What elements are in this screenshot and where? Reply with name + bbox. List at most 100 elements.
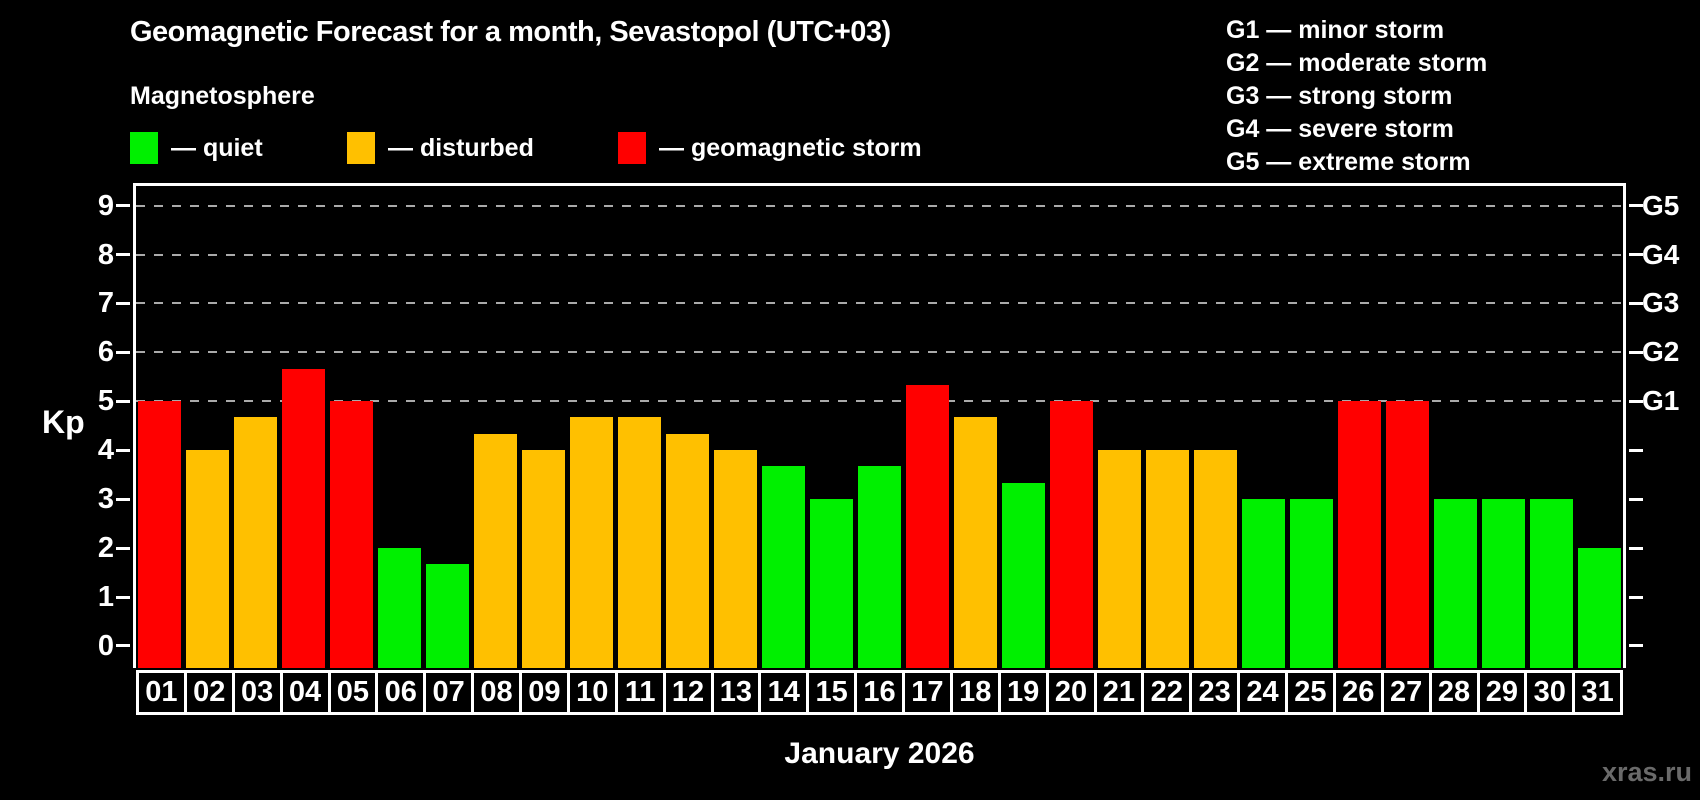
storm-scale-line-g5: G5 — extreme storm xyxy=(1226,148,1471,176)
x-label-day-28: 28 xyxy=(1428,670,1480,715)
storm-scale-line-g2: G2 — moderate storm xyxy=(1226,49,1488,77)
quiet-color-swatch xyxy=(130,132,158,164)
x-label-day-31: 31 xyxy=(1572,670,1624,715)
x-label-day-25: 25 xyxy=(1285,670,1336,715)
bar-day-02 xyxy=(186,450,230,668)
x-label-day-09: 09 xyxy=(519,670,570,715)
x-label-day-15: 15 xyxy=(806,670,858,715)
y-tick-label-6: 6 xyxy=(97,336,114,369)
storm-scale-line-g3: G3 — strong storm xyxy=(1226,82,1453,110)
g-scale-label-g3: G3 xyxy=(1642,287,1680,319)
bar-day-03 xyxy=(234,417,278,668)
bar-day-28 xyxy=(1433,499,1477,668)
x-label-day-20: 20 xyxy=(1045,670,1097,715)
bar-day-17 xyxy=(905,385,949,668)
x-label-day-08: 08 xyxy=(471,670,522,715)
page-title: Geomagnetic Forecast for a month, Sevast… xyxy=(130,16,891,48)
y-tick-label-4: 4 xyxy=(97,434,114,467)
x-label-day-18: 18 xyxy=(949,670,1001,715)
storm-scale-legend: G1 — minor storm G2 — moderate storm G3 — … xyxy=(1226,14,1487,179)
magnetosphere-label: Magnetosphere xyxy=(130,82,315,110)
x-label-day-01: 01 xyxy=(136,670,187,715)
x-label-day-21: 21 xyxy=(1093,670,1145,715)
x-label-day-19: 19 xyxy=(997,670,1049,715)
x-axis-labels-row: 01 02 03 04 05 06 07 08 09 10 11 12 13 14 15 16 17 18 19 20… xyxy=(136,670,1624,715)
disturbed-color-swatch xyxy=(347,132,375,164)
bar-day-14 xyxy=(762,466,806,668)
gridline-kp-5 xyxy=(136,400,1623,403)
bar-day-31 xyxy=(1577,548,1621,668)
g-scale-label-g1: G1 xyxy=(1642,385,1680,417)
x-label-day-22: 22 xyxy=(1141,670,1193,715)
x-label-day-23: 23 xyxy=(1189,670,1241,715)
storm-scale-line-g1: G1 — minor storm xyxy=(1226,16,1445,44)
y-tick-right-4 xyxy=(1629,448,1643,452)
x-label-day-11: 11 xyxy=(614,670,666,715)
bar-day-29 xyxy=(1481,499,1525,668)
x-label-day-07: 07 xyxy=(423,670,475,715)
x-label-day-26: 26 xyxy=(1332,670,1384,715)
watermark: xras.ru xyxy=(1601,757,1692,787)
bar-day-11 xyxy=(618,417,662,668)
y-tick-left-1 xyxy=(116,595,130,599)
x-label-day-14: 14 xyxy=(758,670,810,715)
storm-scale-line-g4: G4 — severe storm xyxy=(1226,115,1454,143)
bar-day-10 xyxy=(570,417,614,668)
y-tick-label-8: 8 xyxy=(97,238,114,271)
g-scale-label-g5: G5 xyxy=(1642,189,1680,221)
y-axis-title: Kp xyxy=(42,404,85,440)
y-tick-left-5 xyxy=(116,399,130,403)
bar-day-09 xyxy=(522,450,566,668)
y-tick-right-8 xyxy=(1629,253,1643,256)
g-scale-label-g4: G4 xyxy=(1642,238,1680,270)
x-label-day-10: 10 xyxy=(566,670,618,715)
g-scale-label-g2: G2 xyxy=(1642,336,1680,368)
bar-day-30 xyxy=(1529,499,1573,668)
y-tick-left-9 xyxy=(116,204,130,208)
y-tick-label-5: 5 xyxy=(97,385,114,418)
bar-day-22 xyxy=(1145,450,1189,668)
x-label-day-17: 17 xyxy=(902,670,953,715)
y-tick-left-0 xyxy=(116,644,130,648)
y-tick-right-7 xyxy=(1629,301,1643,305)
gridline-kp-9 xyxy=(136,204,1623,207)
gridline-kp-8 xyxy=(136,253,1623,256)
y-tick-label-2: 2 xyxy=(97,532,114,565)
bar-day-26 xyxy=(1337,401,1381,668)
y-tick-right-1 xyxy=(1629,595,1643,599)
y-tick-left-8 xyxy=(116,253,130,256)
x-axis-title: January 2026 xyxy=(784,737,975,770)
y-tick-label-3: 3 xyxy=(97,483,114,516)
x-label-day-12: 12 xyxy=(662,670,714,715)
gridline-kp-6 xyxy=(136,351,1623,354)
y-tick-left-3 xyxy=(116,497,130,501)
legend-label-disturbed: — disturbed xyxy=(388,133,534,162)
bar-day-21 xyxy=(1097,450,1141,668)
x-label-day-02: 02 xyxy=(183,670,235,715)
bar-day-12 xyxy=(666,434,710,668)
bar-day-15 xyxy=(810,499,854,668)
bar-day-23 xyxy=(1193,450,1237,668)
y-tick-right-0 xyxy=(1629,644,1643,648)
x-label-day-04: 04 xyxy=(279,670,331,715)
y-tick-right-9 xyxy=(1629,204,1643,208)
bar-day-07 xyxy=(426,564,470,668)
y-tick-left-4 xyxy=(116,448,130,452)
y-tick-left-2 xyxy=(116,546,130,550)
bar-day-19 xyxy=(1001,483,1045,668)
y-tick-label-7: 7 xyxy=(97,287,114,320)
x-label-day-16: 16 xyxy=(854,670,905,715)
y-tick-right-5 xyxy=(1629,399,1643,403)
storm-color-swatch xyxy=(618,132,646,164)
x-label-day-27: 27 xyxy=(1380,670,1432,715)
x-label-day-30: 30 xyxy=(1524,670,1576,715)
x-label-day-06: 06 xyxy=(375,670,427,715)
legend-item-storm: — geomagnetic storm xyxy=(618,132,922,164)
bar-day-24 xyxy=(1241,499,1285,668)
y-tick-label-1: 1 xyxy=(97,581,114,614)
bar-day-08 xyxy=(474,434,518,668)
y-tick-label-0: 0 xyxy=(97,629,114,662)
bar-day-04 xyxy=(282,368,326,668)
bar-day-05 xyxy=(330,401,374,668)
x-label-day-24: 24 xyxy=(1237,670,1288,715)
